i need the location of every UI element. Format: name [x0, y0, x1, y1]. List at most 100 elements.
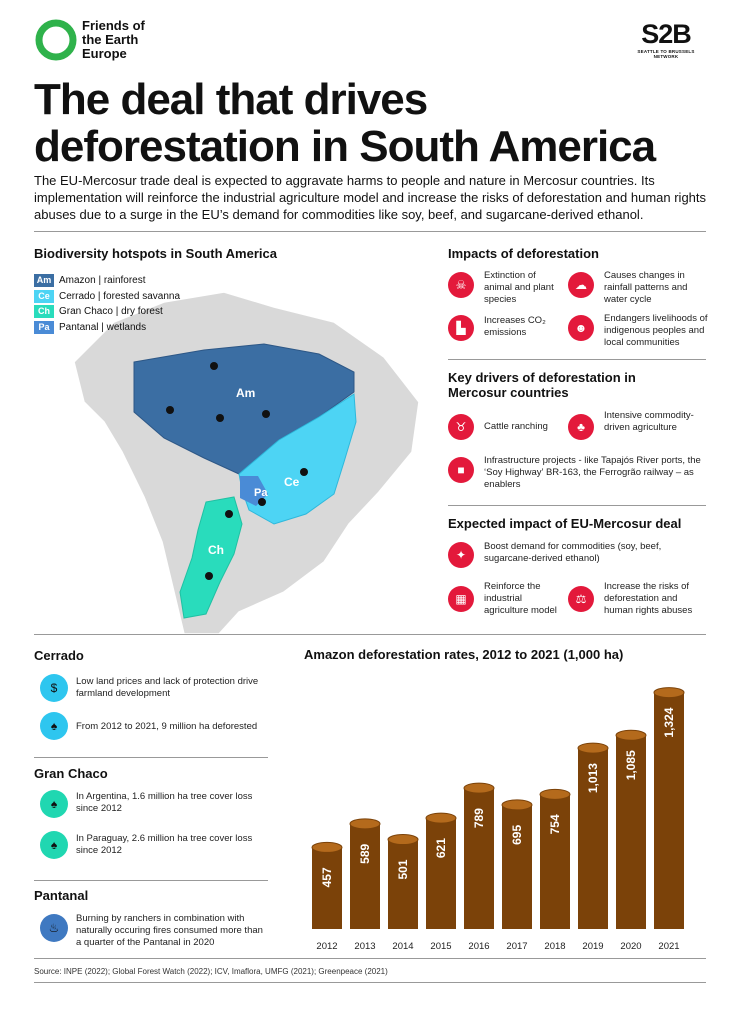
bar-top-2021 [653, 687, 685, 699]
pantanal-title: Pantanal [34, 888, 89, 903]
bar-top-2017 [501, 799, 533, 811]
crops-icon: ♣ [568, 414, 594, 440]
bar-top-2012 [311, 841, 343, 853]
animal-icon [205, 572, 213, 580]
foe-wordmark: Friends of the Earth Europe [82, 18, 145, 61]
cerrado-region [238, 393, 357, 525]
value-label-2015: 621 [434, 838, 448, 858]
chaco-fact-1: In Argentina, 1.6 million ha tree cover … [76, 791, 253, 814]
divider [34, 634, 706, 635]
legend-item-pa: Pa Pantanal | wetlands [34, 320, 180, 336]
x-tick-2012: 2012 [316, 941, 337, 952]
legend-item-ce: Ce Cerrado | forested savanna [34, 289, 180, 305]
bar-2016 [464, 788, 494, 929]
bar-2018 [540, 794, 570, 929]
chart-title: Amazon deforestation rates, 2012 to 2021… [304, 647, 624, 662]
animal-icon [166, 406, 174, 414]
x-tick-2013: 2013 [354, 941, 375, 952]
skull-icon: ☠ [448, 272, 474, 298]
impact-livelihoods: Endangers livelihoods of indigenous peop… [604, 313, 708, 348]
x-tick-2016: 2016 [468, 941, 489, 952]
bar-2012 [312, 847, 342, 929]
divider [448, 505, 706, 506]
map-label-ch: Ch [208, 543, 224, 557]
map-label-am: Am [236, 386, 255, 400]
stump-icon: ♠ [40, 712, 68, 740]
map-legend: Am Amazon | rainforest Ce Cerrado | fore… [34, 273, 180, 335]
value-label-2016: 789 [472, 808, 486, 828]
driver-cattle: Cattle ranching [484, 421, 548, 432]
chart-svg: 457 2012 589 2013 501 2014 621 2015 789 2016 695 20… [311, 687, 685, 952]
cerrado-title: Cerrado [34, 648, 84, 663]
intro-paragraph: The EU-Mercosur trade deal is expected t… [34, 173, 707, 222]
value-label-2014: 501 [396, 859, 410, 879]
animal-icon [262, 410, 270, 418]
x-tick-2017: 2017 [506, 941, 527, 952]
divider [34, 982, 706, 983]
pantanal-fact: Burning by ranchers in combination with … [76, 913, 263, 948]
bar-2015 [426, 818, 456, 929]
factory-icon: ▙ [448, 315, 474, 341]
page-title: The deal that drives deforestation in So… [34, 75, 656, 171]
animal-icon [300, 468, 308, 476]
header: Friends of the Earth Europe S2B SEATTLE … [34, 18, 706, 68]
bar-2014 [388, 839, 418, 929]
x-tick-2014: 2014 [392, 941, 413, 952]
impacts-title: Impacts of deforestation [448, 246, 599, 261]
bar-top-2019 [577, 742, 609, 754]
map-section-title: Biodiversity hotspots in South America [34, 246, 277, 261]
x-tick-2020: 2020 [620, 941, 641, 952]
divider [448, 359, 706, 360]
impact-co2: Increases CO₂ emissions [484, 315, 546, 338]
animal-icon [216, 414, 224, 422]
x-tick-2019: 2019 [582, 941, 603, 952]
commodities-icon: ✦ [448, 542, 474, 568]
animal-icon [225, 510, 233, 518]
value-label-2013: 589 [358, 843, 372, 863]
bar-top-2014 [387, 834, 419, 846]
divider [34, 231, 706, 232]
drivers-title: Key drivers of deforestation in Mercosur… [448, 370, 636, 400]
value-label-2018: 754 [548, 814, 562, 834]
value-label-2021: 1,324 [662, 707, 676, 737]
value-label-2019: 1,013 [586, 763, 600, 793]
scales-icon: ⚖ [568, 586, 594, 612]
expected-boost-demand: Boost demand for commodities (soy, beef,… [484, 541, 662, 564]
s2b-logo: S2B SEATTLE TO BRUSSELS NETWORK [637, 19, 695, 59]
animal-icon [258, 498, 266, 506]
bar-top-2015 [425, 812, 457, 824]
driver-agriculture: Intensive commodity-driven agriculture [604, 410, 694, 433]
driver-infrastructure: Infrastructure projects - like Tapajós R… [484, 455, 701, 490]
industry-icon: ▦ [448, 586, 474, 612]
impact-rainfall: Causes changes in rainfall patterns and … [604, 270, 688, 305]
map-label-ce: Ce [284, 475, 300, 489]
people-icon: ☻ [568, 315, 594, 341]
map-label-pa: Pa [254, 487, 268, 499]
x-tick-2018: 2018 [544, 941, 565, 952]
chaco-fact-2: In Paraguay, 2.6 million ha tree cover l… [76, 833, 253, 856]
bar-2021 [654, 692, 684, 929]
cerrado-fact-2: From 2012 to 2021, 9 million ha deforest… [76, 721, 258, 732]
map-svg: Am Ce Pa Ch [73, 291, 420, 635]
expected-industrial: Reinforce the industrial agriculture mod… [484, 581, 557, 616]
stump-icon: ♠ [40, 790, 68, 818]
rain-cloud-icon: ☁ [568, 272, 594, 298]
divider [34, 958, 706, 959]
south-america-map: Am Ce Pa Ch [34, 262, 434, 642]
bar-2020 [616, 735, 646, 929]
divider [34, 880, 268, 881]
impact-extinction: Extinction of animal and plant species [484, 270, 554, 305]
truck-icon: ■ [448, 457, 474, 483]
legend-item-am: Am Amazon | rainforest [34, 273, 180, 289]
cerrado-fact-1: Low land prices and lack of protection d… [76, 676, 259, 699]
stump-icon: ♠ [40, 831, 68, 859]
bar-2019 [578, 748, 608, 929]
bar-2017 [502, 804, 532, 929]
divider [34, 757, 268, 758]
value-label-2012: 457 [320, 867, 334, 887]
friends-of-the-earth-logo [35, 19, 77, 61]
cow-icon: ♉ [448, 414, 474, 440]
x-tick-2021: 2021 [658, 941, 679, 952]
chaco-region [179, 496, 243, 619]
fire-tree-icon: ♨ [40, 914, 68, 942]
